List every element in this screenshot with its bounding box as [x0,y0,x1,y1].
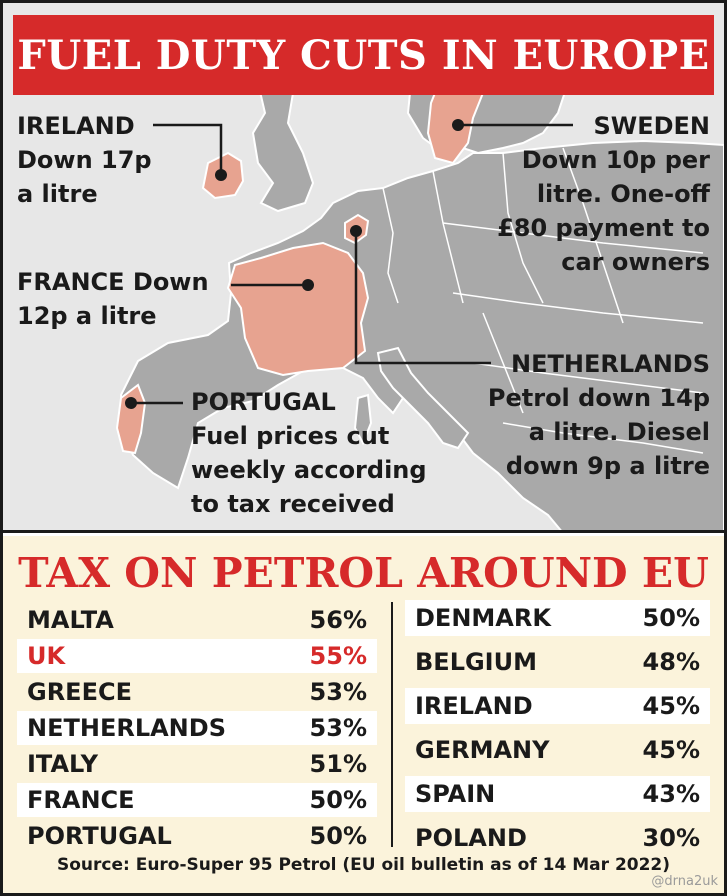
source-note: Source: Euro-Super 95 Petrol (EU oil bul… [56,855,671,875]
tax-row-portugal: PORTUGAL 50% [17,819,377,853]
tax-percent: 45% [642,736,700,764]
watermark: @drna2uk [651,874,718,889]
tax-row-greece: GREECE 53% [17,675,377,709]
callout-france-line-2: 12p a litre [17,302,157,330]
country-name: GERMANY [415,736,550,764]
tax-row-france: FRANCE 50% [17,783,377,817]
tax-percent: 53% [309,714,367,742]
callout-netherlands: NETHERLANDS Petrol down 14p a litre. Die… [488,347,710,483]
country-name: PORTUGAL [27,822,172,850]
tax-row-italy: ITALY 51% [17,747,377,781]
callout-ireland-line-1: IRELAND [17,112,135,140]
callout-sweden-line-1: SWEDEN [593,112,710,140]
tax-row-belgium: BELGIUM 48% [405,644,710,680]
country-name: MALTA [27,606,114,634]
country-name: DENMARK [415,604,551,632]
tax-row-poland: POLAND 30% [405,820,710,856]
great-britain [251,71,315,213]
country-name: ITALY [27,750,98,778]
tax-percent: 55% [309,642,367,670]
country-name: POLAND [415,824,527,852]
country-name: IRELAND [415,692,533,720]
tax-row-ireland: IRELAND 45% [405,688,710,724]
tax-percent: 30% [642,824,700,852]
callout-sweden: SWEDEN Down 10p per litre. One-off £80 p… [497,109,710,279]
callout-ireland-line-3: a litre [17,180,98,208]
callout-portugal-line-3: weekly according [191,456,427,484]
tax-row-netherlands: NETHERLANDS 53% [17,711,377,745]
france-shape [226,241,370,377]
callout-netherlands-line-3: a litre. Diesel [528,418,710,446]
tax-panel: TAX ON PETROL AROUND EU MALTA 56% UK 55%… [3,536,724,893]
callout-netherlands-line-2: Petrol down 14p [487,384,710,412]
tax-percent: 43% [642,780,700,808]
callout-portugal-line-4: to tax received [191,490,395,518]
italy [376,346,470,450]
callout-ireland: IRELAND Down 17p a litre [17,109,152,211]
callout-sweden-line-3: litre. One-off [536,180,710,208]
tax-row-denmark: DENMARK 50% [405,600,710,636]
headline-banner: FUEL DUTY CUTS IN EUROPE [13,15,714,95]
tax-percent: 50% [642,604,700,632]
country-name: NETHERLANDS [27,714,226,742]
tax-row-malta: MALTA 56% [17,603,377,637]
callout-france-line-1: FRANCE Down [17,268,209,296]
callout-ireland-line-2: Down 17p [17,146,152,174]
callout-netherlands-line-4: down 9p a litre [505,452,710,480]
country-name: GREECE [27,678,132,706]
column-divider [391,602,393,847]
callout-portugal-line-2: Fuel prices cut [191,422,390,450]
tax-row-uk: UK 55% [17,639,377,673]
tax-row-germany: GERMANY 45% [405,732,710,768]
tax-percent: 56% [309,606,367,634]
headline: FUEL DUTY CUTS IN EUROPE [17,31,710,79]
country-name: UK [27,642,66,670]
callout-sweden-line-2: Down 10p per [521,146,710,174]
location-dots [125,119,464,409]
map-panel: FUEL DUTY CUTS IN EUROPE IRELAND Down 17… [3,3,724,533]
country-name: FRANCE [27,786,135,814]
callout-portugal-line-1: PORTUGAL [191,388,336,416]
country-name: SPAIN [415,780,496,808]
tax-percent: 50% [309,822,367,850]
callout-france: FRANCE Down 12p a litre [17,265,209,333]
callout-sweden-line-4: £80 payment to [497,214,710,242]
tax-row-spain: SPAIN 43% [405,776,710,812]
tax-percent: 51% [309,750,367,778]
country-name: BELGIUM [415,648,537,676]
tax-percent: 45% [642,692,700,720]
land-mass [119,139,724,530]
tax-percent: 53% [309,678,367,706]
tax-percent: 48% [642,648,700,676]
tax-percent: 50% [309,786,367,814]
tax-title: TAX ON PETROL AROUND EU [18,549,709,597]
callout-sweden-line-5: car owners [561,248,710,276]
callout-portugal: PORTUGAL Fuel prices cut weekly accordin… [191,385,427,521]
callout-netherlands-line-1: NETHERLANDS [511,350,710,378]
country-borders [382,147,704,454]
corsica-sardinia [353,393,373,446]
connector-lines [131,123,573,405]
